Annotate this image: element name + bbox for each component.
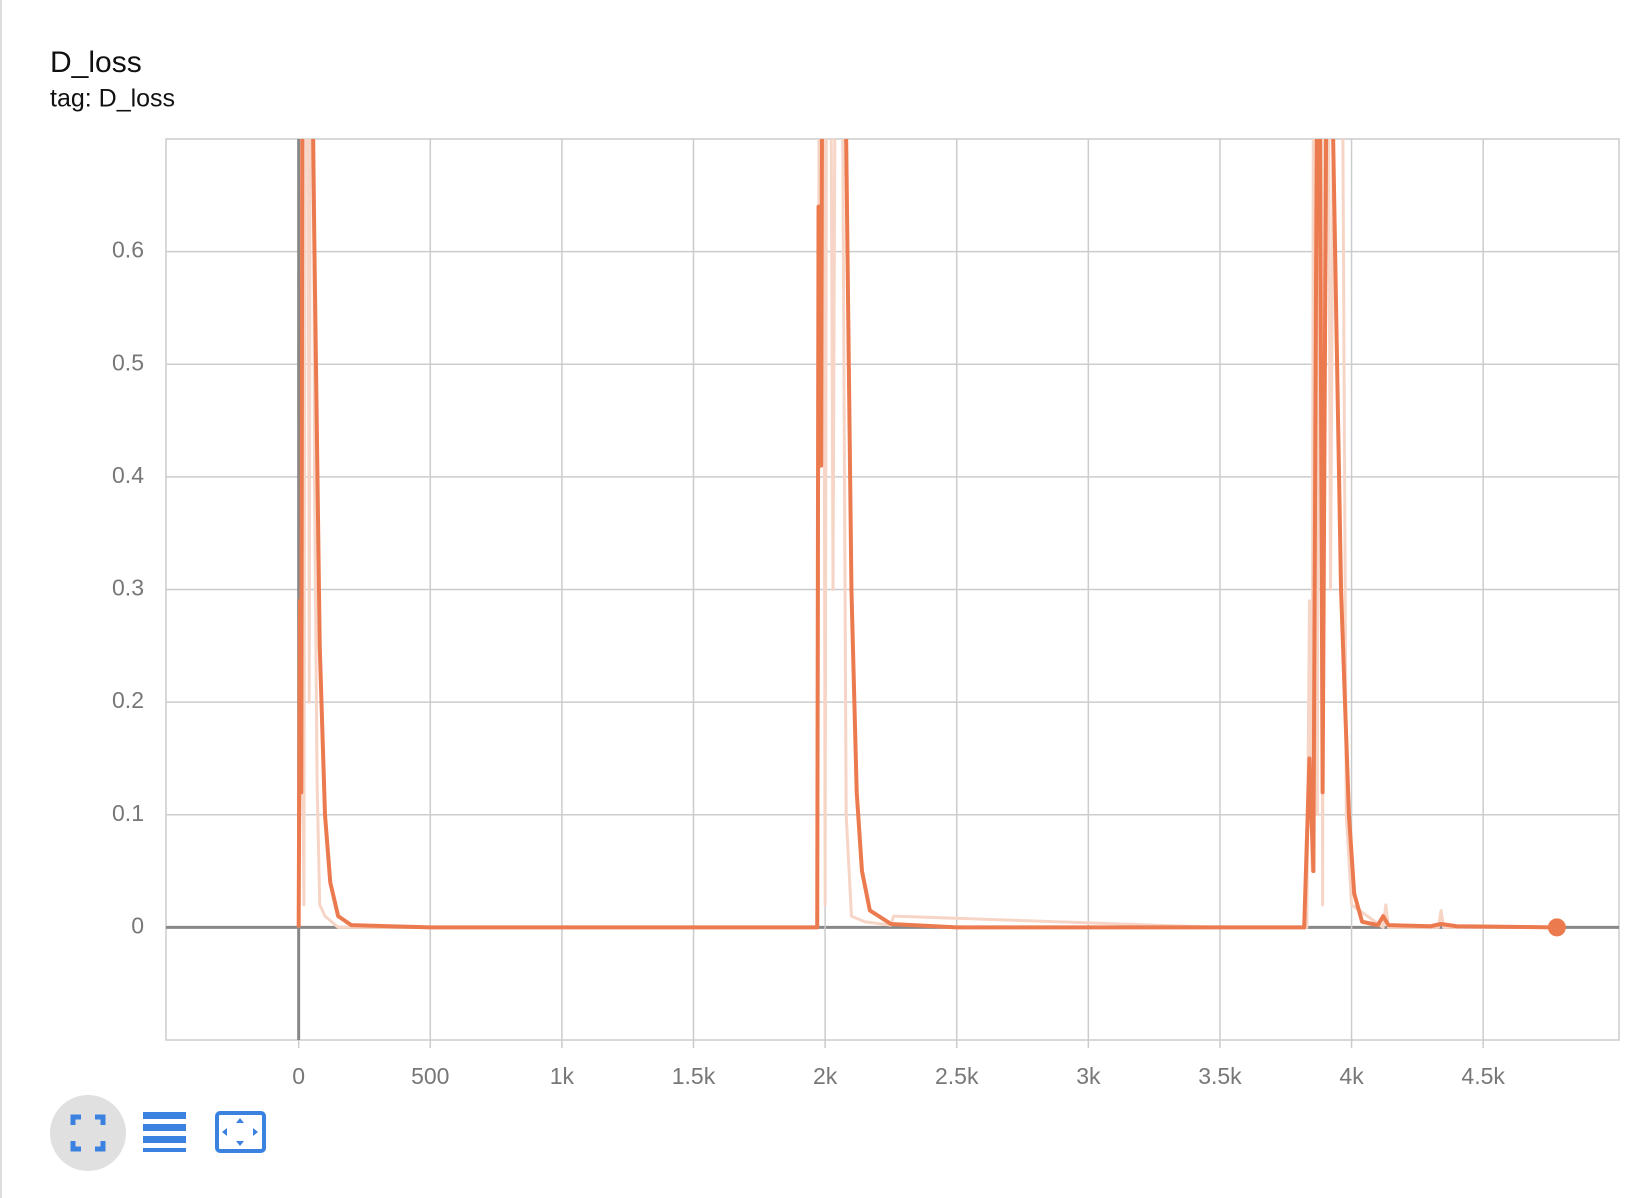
x-tick-label: 3k <box>1076 1063 1101 1089</box>
x-tick-label: 2k <box>813 1063 838 1089</box>
y-tick-label: 0.4 <box>112 462 144 488</box>
y-tick-label: 0 <box>131 912 144 938</box>
y-tick-label: 0.6 <box>112 237 144 263</box>
x-tick-label: 0 <box>292 1063 305 1089</box>
x-tick-label: 4.5k <box>1461 1063 1505 1089</box>
x-tick-label: 2.5k <box>935 1063 979 1089</box>
y-tick-label: 0.1 <box>112 800 144 826</box>
y-tick-label: 0.5 <box>112 349 144 375</box>
x-tick-label: 3.5k <box>1198 1063 1242 1089</box>
y-tick-label: 0.3 <box>112 575 144 601</box>
fit-button[interactable] <box>50 1095 126 1171</box>
x-tick-label: 4k <box>1339 1063 1364 1089</box>
log-scale-button[interactable] <box>143 1112 186 1152</box>
x-tick-label: 1k <box>550 1063 575 1089</box>
y-tick-label: 0.2 <box>112 687 144 713</box>
zoom-button[interactable] <box>215 1111 266 1153</box>
x-tick-label: 500 <box>411 1063 449 1089</box>
chart-subtitle: tag: D_loss <box>50 85 175 113</box>
x-tick-label: 1.5k <box>672 1063 716 1089</box>
series-line <box>297 139 1557 929</box>
series-line <box>296 139 1557 930</box>
last-point <box>1547 918 1566 937</box>
left-border <box>0 0 2 1198</box>
chart-title: D_loss <box>50 46 142 79</box>
